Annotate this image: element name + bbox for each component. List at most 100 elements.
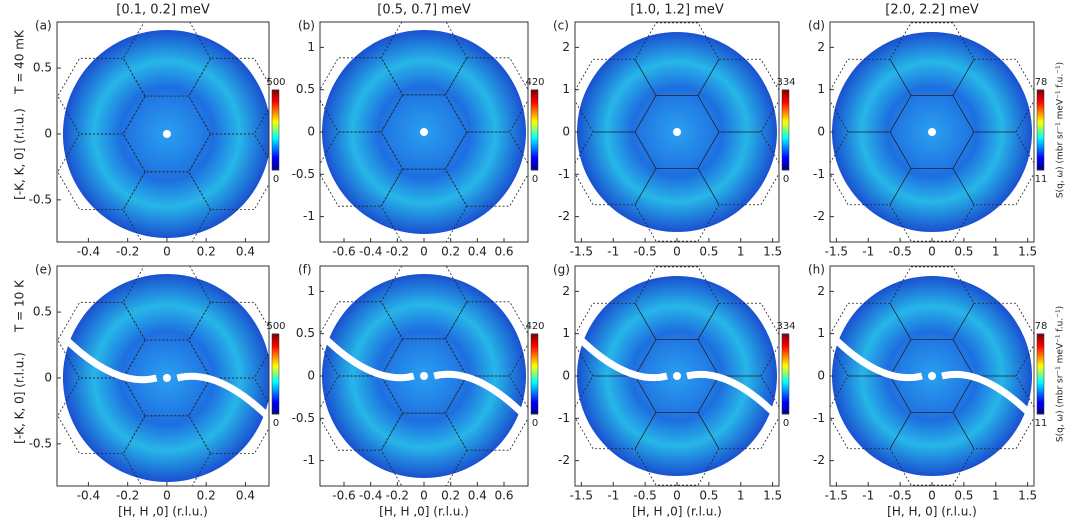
y-tick-label: -0.5 xyxy=(292,167,315,181)
y-tick-label: 2 xyxy=(562,284,570,298)
panel-label: (g) xyxy=(553,263,570,277)
x-tick-label: -0.2 xyxy=(386,489,409,503)
y-tick-label: 1 xyxy=(817,82,825,96)
colorbar xyxy=(1036,333,1045,415)
y-tick-label: -0.5 xyxy=(292,411,315,425)
colorbar xyxy=(781,333,790,415)
x-tick-label: -1 xyxy=(862,245,874,259)
x-tick-label: 0.6 xyxy=(494,489,513,503)
x-tick-label: 0.4 xyxy=(236,245,255,259)
x-tick-label: 0 xyxy=(163,245,171,259)
x-tick-label: -0.2 xyxy=(116,489,139,503)
colorbar-tick-label: 500 xyxy=(266,321,285,332)
zone-boundary xyxy=(634,167,720,242)
colorbar-tick-label: 11 xyxy=(1035,418,1048,429)
x-tick-label: -0.5 xyxy=(888,489,911,503)
colorbar-tick-label: 78 xyxy=(1035,77,1048,88)
colorbar-tick-label: 500 xyxy=(266,77,285,88)
y-tick-label: -1 xyxy=(558,167,570,181)
zone-boundary xyxy=(634,266,720,341)
y-tick-label: 1 xyxy=(562,326,570,340)
plot-area xyxy=(57,22,269,242)
y-tick-label: 0 xyxy=(562,369,570,383)
y-axis-label: [-K, K, 0] (r.l.u.) xyxy=(13,352,27,444)
x-tick-label: 0.4 xyxy=(236,489,255,503)
zone-boundary xyxy=(952,302,1034,377)
colorbar-tick-label: 0 xyxy=(273,418,279,429)
x-tick-label: 0 xyxy=(420,245,428,259)
x-tick-label: -0.5 xyxy=(888,245,911,259)
y-tick-label: -1 xyxy=(813,167,825,181)
plot-area xyxy=(320,22,528,242)
zone-boundary xyxy=(444,301,528,377)
y-tick-label: 0.5 xyxy=(33,305,52,319)
panel-label: (d) xyxy=(808,19,825,33)
colorbar xyxy=(1036,89,1045,171)
y-tick-label: -1 xyxy=(813,411,825,425)
x-tick-label: -0.2 xyxy=(116,245,139,259)
y-tick-label: 2 xyxy=(562,40,570,54)
zone-boundary xyxy=(889,266,975,341)
x-tick-label: -1 xyxy=(607,489,619,503)
masked-region xyxy=(941,370,1034,419)
x-tick-label: -0.4 xyxy=(77,245,100,259)
y-tick-label: 0 xyxy=(562,125,570,139)
masked-region xyxy=(60,333,158,384)
zone-boundary xyxy=(889,167,975,242)
y-tick-label: 0 xyxy=(44,370,52,384)
x-tick-label: 0.4 xyxy=(468,489,487,503)
y-tick-label: -1 xyxy=(303,453,315,467)
panel-title: [0.1, 0.2] meV xyxy=(116,3,210,18)
plot-area xyxy=(575,266,779,486)
zone-boundary xyxy=(889,411,975,486)
panel-title: [2.0, 2.2] meV xyxy=(885,3,979,18)
colorbar-tick-label: 11 xyxy=(1035,174,1048,185)
zone-boundary xyxy=(634,411,720,486)
colorbar-tick-label: 0 xyxy=(273,174,279,185)
colorbar-tick-label: 334 xyxy=(776,77,795,88)
zone-boundary xyxy=(952,58,1034,133)
x-tick-label: -1.5 xyxy=(825,489,848,503)
panel-label: (a) xyxy=(35,19,52,33)
panel-title: [1.0, 1.2] meV xyxy=(630,3,724,18)
colorbar-label: S(q, ω) (mbr sr⁻¹ meV⁻¹ f.u.⁻¹) xyxy=(1056,62,1066,198)
colorbar-tick-label: 420 xyxy=(525,77,544,88)
panel-title: [0.5, 0.7] meV xyxy=(377,3,471,18)
plot-frame xyxy=(56,265,270,487)
x-axis-label: [H, H ,0] (r.l.u.) xyxy=(379,505,469,519)
x-tick-label: 1.5 xyxy=(763,245,782,259)
y-tick-label: -2 xyxy=(558,453,570,467)
x-tick-label: 0 xyxy=(163,489,171,503)
x-axis-label: [H, H ,0] (r.l.u.) xyxy=(632,505,722,519)
x-tick-label: 0 xyxy=(928,489,936,503)
zone-boundary xyxy=(380,412,468,486)
x-tick-label: 0.6 xyxy=(494,245,513,259)
y-tick-label: 1 xyxy=(307,40,315,54)
zone-boundary xyxy=(380,94,468,170)
colorbar-tick-label: 334 xyxy=(776,321,795,332)
plot-area xyxy=(57,266,269,486)
zone-boundary xyxy=(444,131,528,207)
x-axis-label: [H, H, 0] (r.l.u.) xyxy=(887,505,977,519)
masked-region xyxy=(686,370,779,419)
y-tick-label: 2 xyxy=(817,40,825,54)
x-tick-label: 1 xyxy=(737,245,745,259)
zone-boundary xyxy=(380,168,468,242)
x-tick-label: -1 xyxy=(607,245,619,259)
colorbar xyxy=(530,89,539,171)
x-tick-label: 0.4 xyxy=(468,245,487,259)
x-tick-label: 1 xyxy=(992,245,1000,259)
x-tick-label: -0.4 xyxy=(359,245,382,259)
y-tick-label: 0 xyxy=(44,126,52,140)
y-tick-label: 1 xyxy=(562,82,570,96)
y-axis-label: [-K, K, 0] (r.l.u.) xyxy=(13,108,27,200)
x-tick-label: 0.2 xyxy=(441,245,460,259)
beam-stop xyxy=(673,128,681,136)
y-tick-label: 0 xyxy=(817,125,825,139)
masked-region xyxy=(176,372,269,423)
y-tick-label: -1 xyxy=(558,411,570,425)
x-tick-label: 1.5 xyxy=(1018,245,1037,259)
x-tick-label: -0.5 xyxy=(633,489,656,503)
zone-boundary xyxy=(697,58,779,133)
x-axis-label: [H, H ,0] (r.l.u.) xyxy=(118,505,208,519)
